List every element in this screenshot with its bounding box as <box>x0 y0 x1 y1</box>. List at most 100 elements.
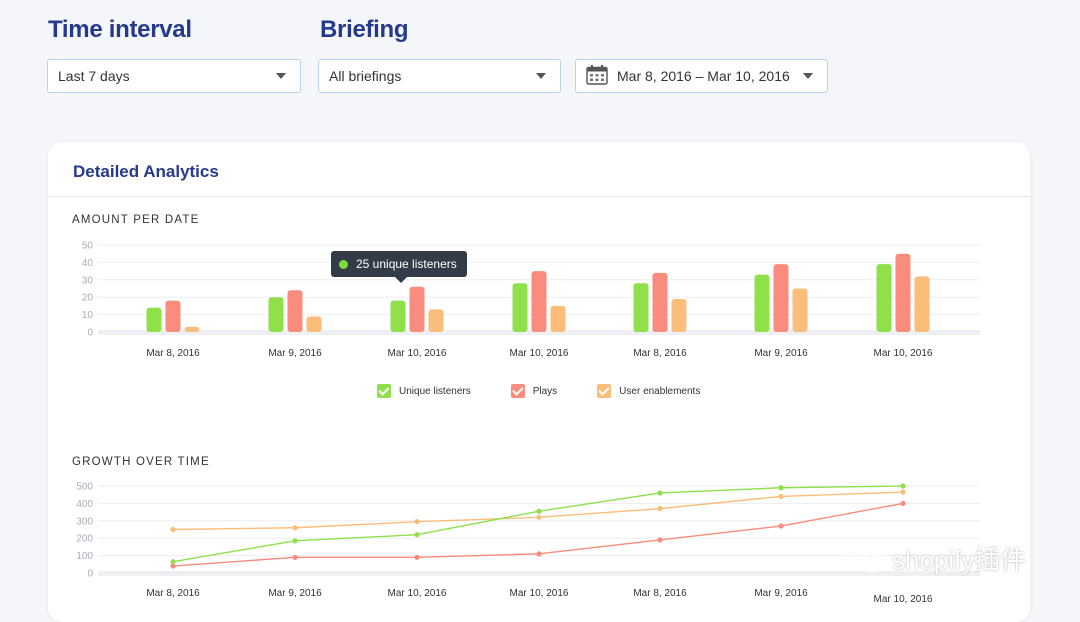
bar <box>165 300 181 332</box>
bar <box>792 288 808 332</box>
data-point <box>414 532 420 538</box>
bar <box>146 307 162 332</box>
bar <box>633 283 649 332</box>
checkbox-icon <box>377 384 391 398</box>
amount-per-date-chart: 0 10 20 30 40 50 Mar 8, 2016 Mar 9, 2016 Mar 10,… <box>82 241 980 359</box>
briefing-value: All briefings <box>329 68 402 84</box>
data-point <box>778 493 784 500</box>
data-point <box>170 559 176 565</box>
detailed-analytics-card: Detailed Analytics <box>48 142 1030 622</box>
bar <box>306 316 322 332</box>
x-tick-label: Mar 9, 2016 <box>754 348 808 359</box>
bar <box>287 290 303 332</box>
chart-legend: Unique listeners Plays User enablements <box>377 384 700 398</box>
bar <box>512 283 528 332</box>
calendar-icon <box>586 64 608 88</box>
chevron-down-icon <box>803 73 813 79</box>
data-point <box>414 519 420 525</box>
growth-over-time-chart: 0 100 200 300 400 500 Mar 8, 2016 Mar 9, 2016 Ma… <box>76 482 980 605</box>
chevron-down-icon <box>536 73 546 79</box>
data-point <box>900 483 906 489</box>
data-point <box>536 551 542 557</box>
bar <box>671 298 687 332</box>
chat-bubble-icon <box>847 544 884 572</box>
bar <box>550 305 566 332</box>
bar <box>409 286 425 332</box>
x-tick-label: Mar 10, 2016 <box>510 348 569 359</box>
data-point <box>657 506 663 512</box>
y-tick-label: 200 <box>76 534 93 545</box>
y-tick-label: 10 <box>82 310 94 321</box>
data-point <box>536 514 542 520</box>
time-interval-label: Time interval <box>48 16 192 43</box>
data-point <box>536 508 542 514</box>
data-point <box>657 490 663 496</box>
x-tick-label: Mar 10, 2016 <box>874 348 933 359</box>
data-point <box>900 489 906 495</box>
data-point <box>292 525 298 531</box>
data-point <box>778 523 784 529</box>
bar <box>652 272 668 332</box>
bar <box>390 300 406 332</box>
watermark: shopify插件 <box>846 540 1026 577</box>
y-tick-label: 100 <box>76 551 93 562</box>
bar <box>531 271 547 332</box>
legend-item-plays[interactable]: Plays <box>510 384 558 398</box>
x-tick-label: Mar 8, 2016 <box>633 588 687 599</box>
bar <box>268 297 284 332</box>
y-tick-label: 40 <box>82 258 94 269</box>
x-tick-label: Mar 10, 2016 <box>388 588 447 599</box>
data-point <box>778 485 784 491</box>
time-interval-value: Last 7 days <box>58 68 130 84</box>
tooltip-text: 25 unique listeners <box>356 257 457 271</box>
y-tick-label: 0 <box>87 328 93 339</box>
x-tick-label: Mar 9, 2016 <box>754 588 808 599</box>
data-point <box>292 554 298 560</box>
growth-over-time-title: GROWTH OVER TIME <box>72 456 210 468</box>
y-tick-label: 500 <box>76 482 93 493</box>
bar <box>754 274 770 332</box>
x-tick-label: Mar 10, 2016 <box>510 588 569 599</box>
watermark-text: shopify插件 <box>892 545 1027 575</box>
y-tick-label: 300 <box>76 516 93 527</box>
data-point <box>170 526 176 533</box>
x-tick-label: Mar 8, 2016 <box>633 348 687 359</box>
briefing-select[interactable]: All briefings <box>318 59 561 93</box>
time-interval-select[interactable]: Last 7 days <box>47 59 301 93</box>
amount-per-date-title: AMOUNT PER DATE <box>72 214 200 226</box>
legend-label: Plays <box>532 385 558 397</box>
checkbox-icon <box>510 384 525 398</box>
divider <box>48 196 1030 197</box>
bar <box>876 264 892 332</box>
series-dot-icon <box>339 259 348 269</box>
x-tick-label: Mar 9, 2016 <box>268 348 322 359</box>
x-tick-label: Mar 10, 2016 <box>874 594 933 605</box>
y-tick-label: 30 <box>82 275 94 286</box>
legend-label: User enablements <box>619 385 701 397</box>
bar <box>428 309 444 332</box>
date-range-picker[interactable]: Mar 8, 2016 – Mar 10, 2016 <box>575 59 828 93</box>
legend-item-unique-listeners[interactable]: Unique listeners <box>377 384 471 398</box>
bar <box>914 276 930 332</box>
data-point <box>657 537 663 543</box>
legend-label: Unique listeners <box>399 385 471 397</box>
data-point <box>900 500 906 506</box>
bar <box>895 253 911 332</box>
bar <box>184 326 200 332</box>
data-point <box>414 554 420 560</box>
x-tick-label: Mar 9, 2016 <box>268 588 322 599</box>
x-tick-label: Mar 8, 2016 <box>146 348 200 359</box>
data-point <box>292 538 298 544</box>
legend-item-user-enablements[interactable]: User enablements <box>597 384 700 398</box>
x-tick-label: Mar 8, 2016 <box>146 588 200 599</box>
checkbox-icon <box>597 384 612 398</box>
y-tick-label: 0 <box>87 569 93 580</box>
bar <box>773 264 789 332</box>
chevron-down-icon <box>276 73 286 79</box>
y-tick-label: 20 <box>82 293 94 304</box>
y-tick-label: 400 <box>76 499 93 510</box>
data-point <box>170 563 176 569</box>
y-tick-label: 50 <box>82 241 94 252</box>
briefing-label: Briefing <box>320 16 409 43</box>
date-range-value: Mar 8, 2016 – Mar 10, 2016 <box>617 68 790 84</box>
